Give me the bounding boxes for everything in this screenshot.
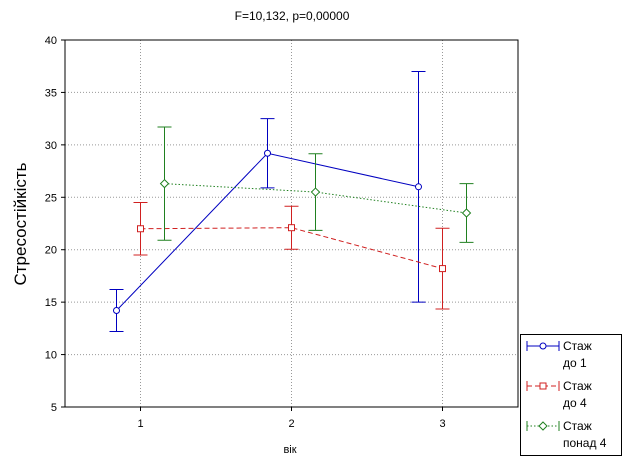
series-line — [140, 227, 443, 270]
legend-item: Стаж понад 4 — [521, 415, 609, 455]
marker — [310, 187, 321, 197]
y-axis-label: Стресостійкість — [11, 162, 30, 285]
legend: Стаж до 1 Стаж до 4 Стаж понад 4 — [520, 334, 622, 456]
y-tick-label: 40 — [45, 35, 57, 47]
legend-item: Стаж до 4 — [521, 375, 609, 415]
y-tick-label: 15 — [45, 297, 57, 309]
x-tick-label: 2 — [288, 418, 294, 430]
marker — [538, 421, 548, 431]
marker — [461, 208, 472, 218]
legend-item: Стаж до 1 — [521, 335, 609, 375]
marker — [415, 183, 422, 191]
marker — [264, 149, 271, 157]
y-tick-label: 10 — [45, 350, 57, 362]
y-tick-label: 30 — [45, 140, 57, 152]
legend-icon — [526, 381, 560, 391]
marker — [439, 265, 446, 273]
x-tick-label: 3 — [439, 418, 445, 430]
plot-frame — [64, 39, 519, 408]
legend-label: Стаж до 4 — [563, 379, 592, 410]
legend-label: Стаж понад 4 — [563, 419, 607, 450]
marker — [539, 342, 547, 350]
y-tick-label: 25 — [45, 192, 57, 204]
legend-label: Стаж до 1 — [563, 339, 592, 370]
chart-title: F=10,132, p=0,00000 — [235, 9, 350, 23]
y-tick-label: 35 — [45, 87, 57, 99]
x-axis-label: вік — [283, 444, 296, 456]
x-tick-label: 1 — [137, 418, 143, 430]
marker — [137, 225, 144, 233]
marker — [113, 307, 120, 315]
y-tick-label: 20 — [45, 245, 57, 257]
y-tick-label: 5 — [51, 402, 57, 414]
marker — [539, 382, 547, 390]
legend-icon — [526, 421, 560, 431]
marker — [159, 178, 170, 189]
marker — [288, 224, 295, 232]
legend-icon — [526, 341, 560, 351]
